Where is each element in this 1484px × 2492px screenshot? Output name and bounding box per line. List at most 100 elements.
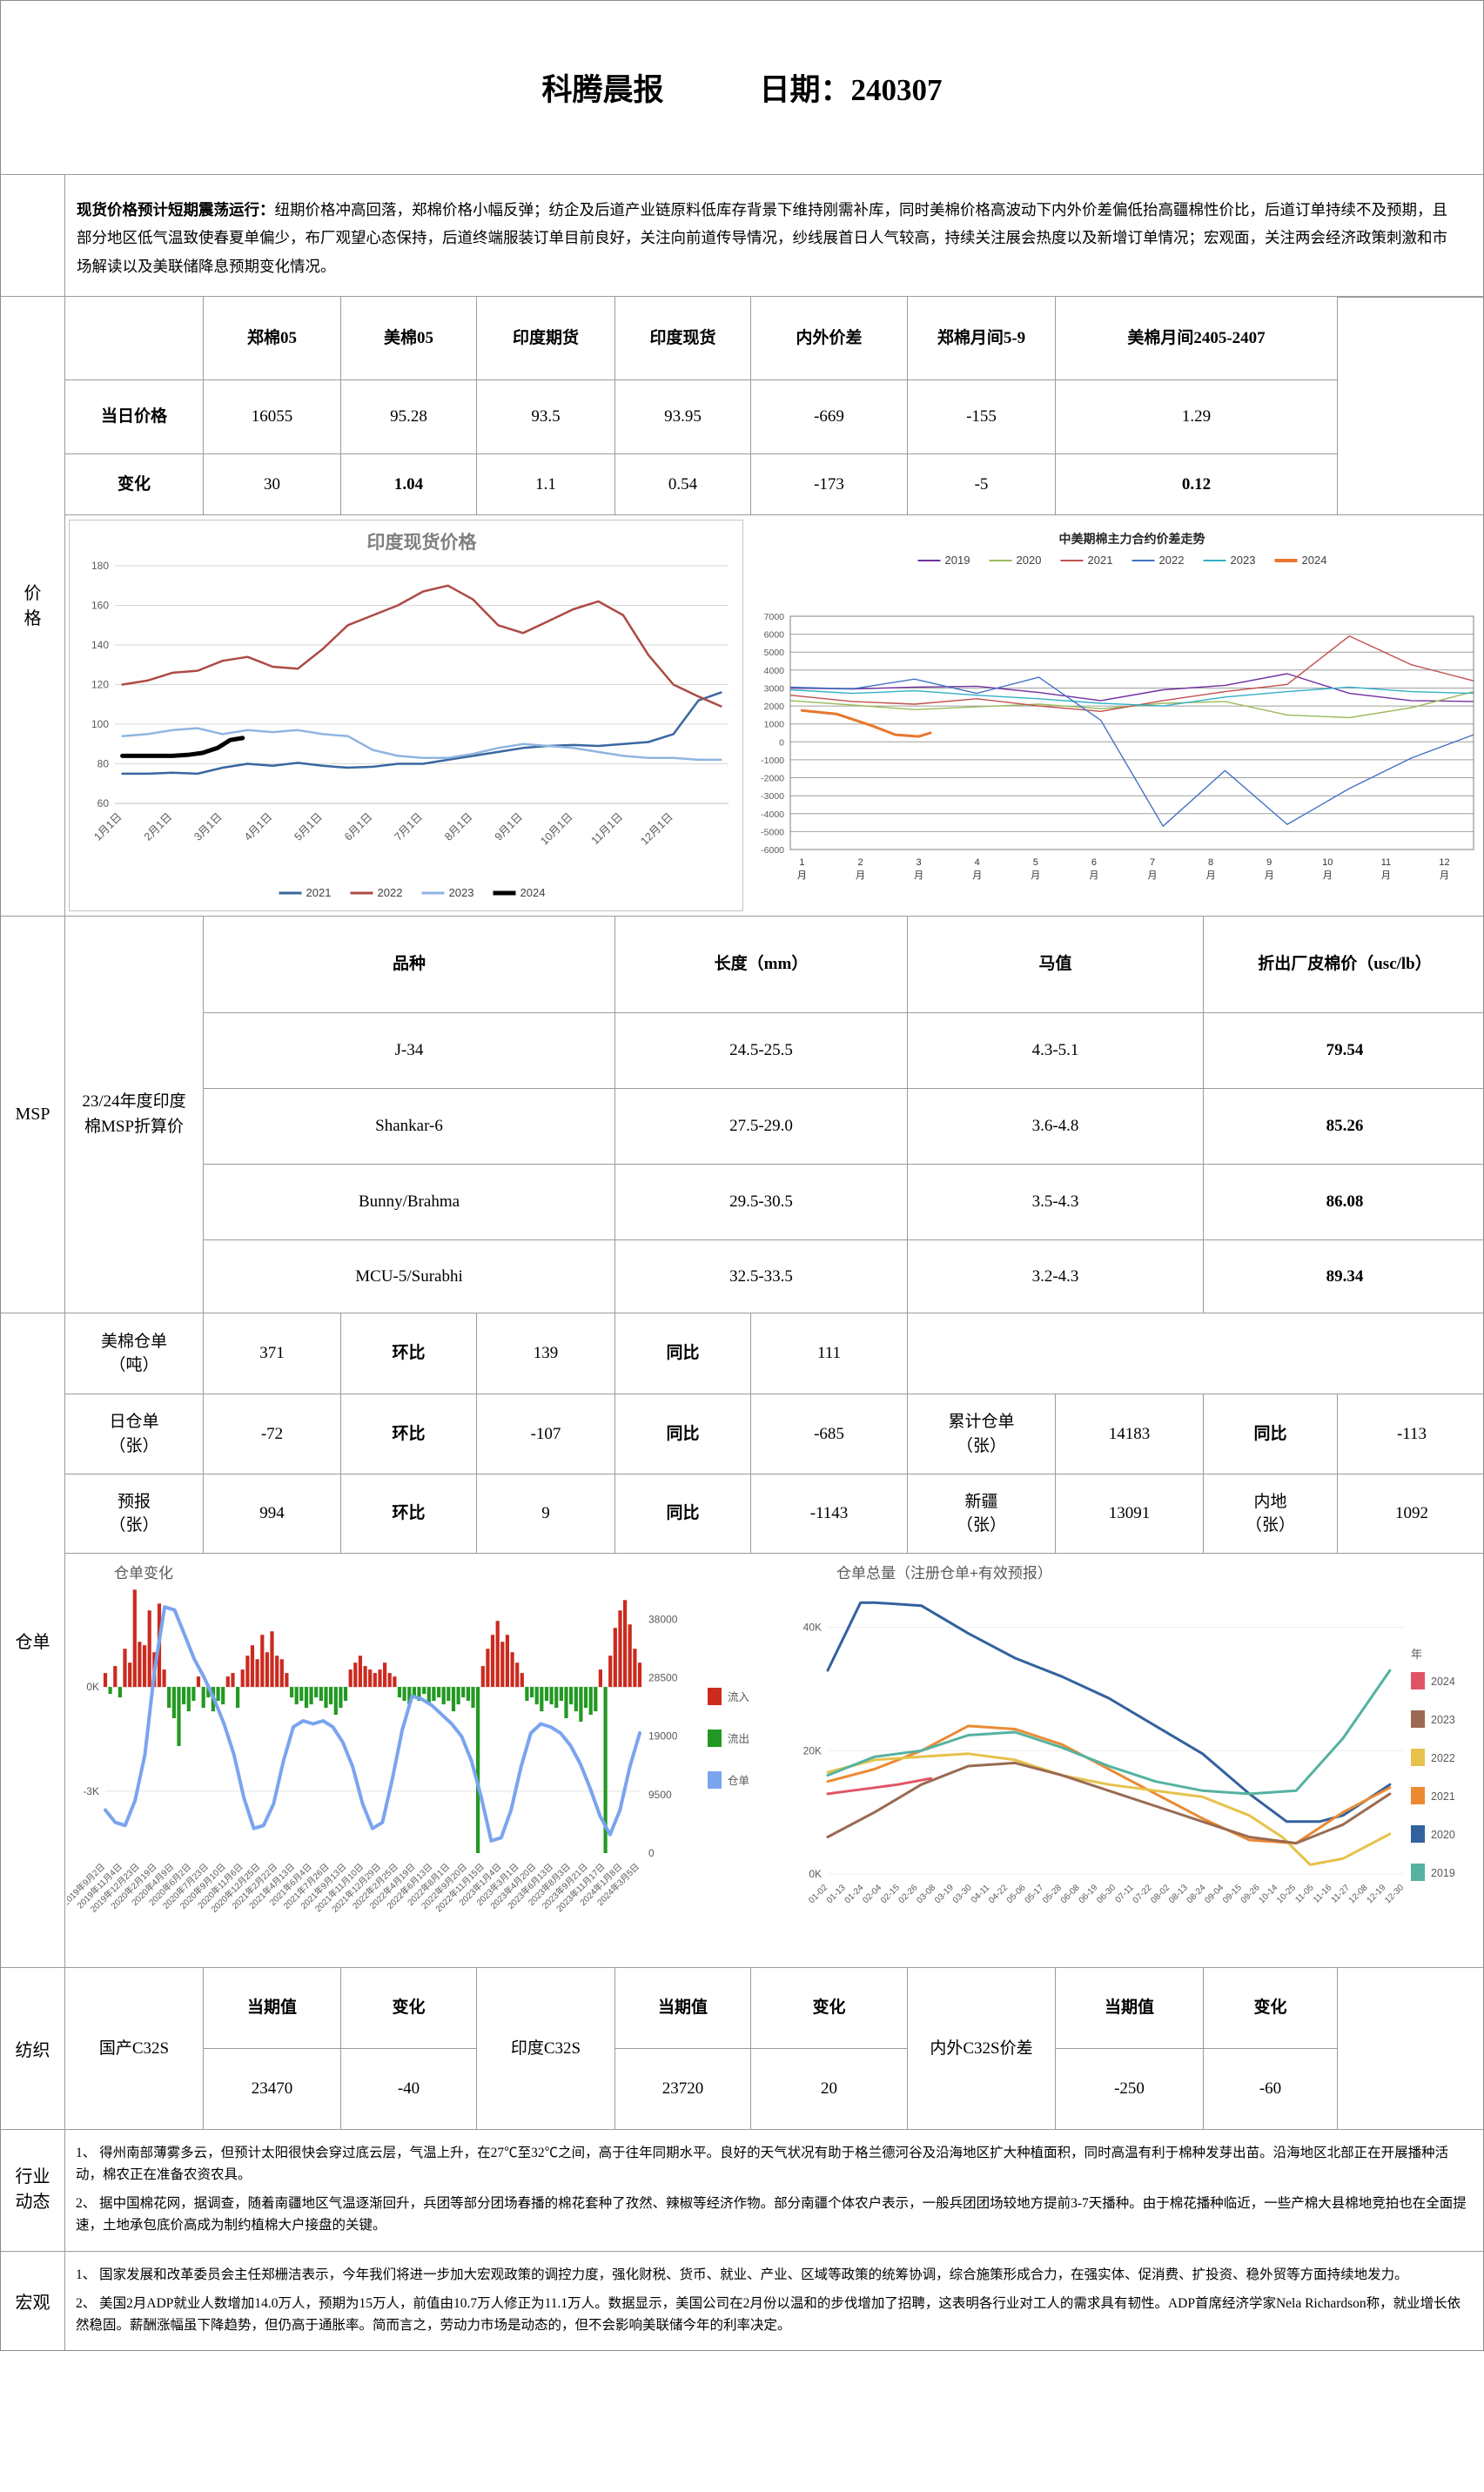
- svg-text:仓单: 仓单: [728, 1775, 749, 1787]
- price-section: 价格 郑棉05 美棉05 印度期货 印度现货 内外价差 郑棉月间5-9 美棉月间…: [1, 296, 1484, 917]
- price-value: 93.5: [476, 380, 614, 454]
- svg-text:06-19: 06-19: [1078, 1883, 1100, 1905]
- svg-text:7月: 7月: [1148, 857, 1158, 881]
- svg-text:10月1日: 10月1日: [538, 810, 574, 847]
- summary-paragraph: 现货价格预计短期震荡运行：纽期价格冲高回落，郑棉价格小幅反弹；纺企及后道产业链原…: [65, 175, 1483, 296]
- msp-section: MSP 23/24年度印度棉MSP折算价 品种 长度（mm） 马值 折出厂皮棉价…: [1, 916, 1484, 1313]
- svg-text:38000: 38000: [648, 1613, 678, 1625]
- svg-text:02-15: 02-15: [879, 1883, 902, 1905]
- textile-section: 纺织 国产C32S 当期值 变化 印度C32S 当期值 变化 内外C32S价差 …: [1, 1967, 1483, 2130]
- section-label-industry: 行业动态: [1, 2130, 65, 2251]
- price-charts-row: 印度现货价格 60 80 100 120 140 160 180 1月1日 2月1日 3月1日 4月1…: [65, 514, 1483, 917]
- macro-item: 1、 国家发展和改革委员会主任郑栅洁表示，今年我们将进一步加大宏观政策的调控力度…: [76, 2267, 1408, 2282]
- svg-text:03-08: 03-08: [915, 1883, 937, 1905]
- section-label-macro: 宏观: [1, 2251, 65, 2350]
- price-col-header: 印度现货: [614, 297, 750, 380]
- svg-text:19000: 19000: [648, 1730, 678, 1743]
- svg-text:11-27: 11-27: [1330, 1883, 1353, 1905]
- summary-side-cell: [1, 175, 65, 297]
- msp-col-header: 马值: [907, 917, 1203, 1013]
- svg-text:2月: 2月: [856, 857, 865, 881]
- svg-text:8月: 8月: [1206, 857, 1216, 881]
- price-row-label: 变化: [65, 453, 203, 514]
- wh-row-label: 预报 （张）: [65, 1474, 203, 1553]
- price-change: 30: [203, 453, 340, 515]
- svg-text:2023: 2023: [449, 886, 474, 899]
- textile-group-name: 内外C32S价差: [907, 1968, 1055, 2130]
- svg-text:05-28: 05-28: [1041, 1883, 1064, 1905]
- svg-text:20K: 20K: [803, 1744, 822, 1756]
- svg-text:03-19: 03-19: [933, 1883, 956, 1905]
- price-col-header: 郑棉月间5-9: [907, 297, 1055, 380]
- svg-text:5月: 5月: [1031, 857, 1040, 881]
- price-value: 95.28: [340, 380, 476, 454]
- textile-value: 23470: [203, 2048, 340, 2130]
- svg-text:03-30: 03-30: [951, 1883, 974, 1905]
- section-label-warehouse: 仓单: [1, 1313, 65, 1968]
- msp-col-header: 长度（mm）: [614, 917, 907, 1013]
- wh-label: 同比: [614, 1474, 750, 1554]
- price-col-header: 美棉月间2405-2407: [1055, 297, 1337, 380]
- wh-value: 371: [203, 1313, 340, 1394]
- svg-text:2021: 2021: [1431, 1790, 1455, 1803]
- morning-report: 科腾晨报 日期：240307 现货价格预计短期震荡运行：纽期价格冲高回落，郑棉价…: [0, 0, 1484, 2351]
- svg-text:11月: 11 月: [1381, 857, 1391, 881]
- price-change: -173: [750, 453, 907, 515]
- msp-mic: 3.6-4.8: [907, 1088, 1203, 1165]
- msp-variety: J-34: [203, 1012, 614, 1089]
- report-title: 科腾晨报: [541, 73, 664, 107]
- svg-text:2023: 2023: [1231, 554, 1256, 567]
- svg-text:09-26: 09-26: [1239, 1883, 1262, 1905]
- svg-text:2020: 2020: [1017, 554, 1042, 567]
- price-col-header: 郑棉05: [203, 297, 340, 380]
- textile-header-current: 当期值: [614, 1968, 750, 2049]
- svg-text:06-30: 06-30: [1095, 1883, 1118, 1905]
- wh-value: 994: [203, 1474, 340, 1554]
- warehouse-charts-row: 仓单变化 0K -3K 38000 28500 19000 9500 0 2019年9月2日 20…: [65, 1553, 1483, 1968]
- svg-text:01-13: 01-13: [825, 1883, 848, 1905]
- msp-group-label: 23/24年度印度棉MSP折算价: [82, 1092, 186, 1136]
- price-value: 16055: [203, 380, 340, 454]
- wh-value: -107: [476, 1394, 614, 1474]
- svg-text:120: 120: [91, 679, 109, 691]
- price-change: -5: [907, 453, 1055, 515]
- price-change: 1.04: [340, 453, 476, 515]
- svg-text:2月1日: 2月1日: [142, 810, 174, 843]
- svg-text:0: 0: [779, 737, 784, 748]
- summary-section: 现货价格预计短期震荡运行：纽期价格冲高回落，郑棉价格小幅反弹；纺企及后道产业链原…: [1, 174, 1483, 297]
- textile-value: -250: [1055, 2048, 1203, 2130]
- section-label-price: 价格: [1, 297, 65, 917]
- svg-text:2020: 2020: [1431, 1829, 1455, 1841]
- textile-header-change: 变化: [750, 1968, 907, 2049]
- svg-text:7000: 7000: [764, 612, 785, 622]
- svg-text:4000: 4000: [764, 666, 785, 676]
- msp-mic: 3.2-4.3: [907, 1239, 1203, 1313]
- svg-text:2019: 2019: [945, 554, 970, 567]
- wh-label: 环比: [340, 1474, 476, 1554]
- msp-length: 24.5-25.5: [614, 1012, 907, 1089]
- wh-value: 9: [476, 1474, 614, 1554]
- msp-length: 29.5-30.5: [614, 1164, 907, 1240]
- svg-text:仓单变化: 仓单变化: [114, 1565, 173, 1582]
- svg-text:2024: 2024: [520, 886, 546, 899]
- price-col-header: 美棉05: [340, 297, 476, 380]
- svg-text:-1000: -1000: [761, 756, 784, 766]
- svg-text:2019: 2019: [1431, 1867, 1455, 1879]
- cn-us-spread-chart: 中美期棉主力合约价差走势 7000 6000 5000 4000 3000 2000 1000…: [747, 519, 1482, 912]
- wh-value: 13091: [1055, 1474, 1203, 1554]
- wh-label: 环比: [340, 1313, 476, 1394]
- textile-value: -60: [1203, 2048, 1337, 2130]
- msp-table: 23/24年度印度棉MSP折算价 品种 长度（mm） 马值 折出厂皮棉价（usc…: [65, 917, 1484, 1313]
- price-change: 0.54: [614, 453, 750, 515]
- svg-text:12月1日: 12月1日: [638, 810, 675, 847]
- svg-text:2023: 2023: [1431, 1714, 1455, 1726]
- wh-row-label: 新疆 （张）: [907, 1474, 1055, 1554]
- svg-text:08-13: 08-13: [1167, 1883, 1190, 1905]
- svg-text:60: 60: [97, 797, 110, 809]
- msp-price: 89.34: [1203, 1239, 1484, 1313]
- svg-text:10-14: 10-14: [1257, 1883, 1279, 1905]
- warehouse-total-chart-svg: 仓单总量（注册仓单+有效预报）0K20K40K01-0201-1301-2402…: [803, 1565, 1455, 1905]
- wh-value: 111: [750, 1313, 907, 1394]
- svg-text:10-25: 10-25: [1275, 1883, 1298, 1905]
- svg-text:11-16: 11-16: [1312, 1883, 1334, 1905]
